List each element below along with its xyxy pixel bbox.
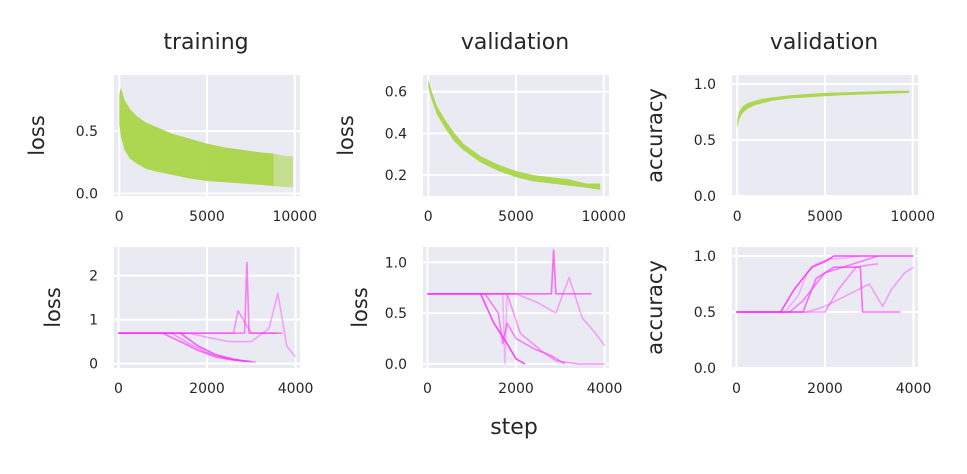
y-axis-label: accuracy xyxy=(643,88,667,183)
series-line-3 xyxy=(736,255,861,313)
x-tick-label: 4000 xyxy=(896,381,932,397)
y-tick-label: 0.4 xyxy=(385,126,407,142)
chart-panel-4: 0 2000 4000 0 1 2 loss xyxy=(41,247,313,397)
y-tick-label: 0.0 xyxy=(76,187,98,203)
y-tick-label: 0.0 xyxy=(694,189,716,205)
series-line-5 xyxy=(736,266,915,313)
y-axis-label: loss xyxy=(348,287,372,328)
y-tick-label: 1.0 xyxy=(694,77,716,93)
chart-panel-3: 0 5000 10000 0.0 0.5 1.0 accuracy xyxy=(643,75,935,225)
chart-panel-5: 0 2000 4000 0.0 0.5 1.0 loss xyxy=(348,247,622,397)
chart-panel-2: 0 5000 10000 0.2 0.4 0.6 loss xyxy=(334,75,626,225)
y-tick-label: 0.6 xyxy=(385,85,407,101)
x-tick-label: 10000 xyxy=(581,209,626,225)
y-tick-label: 0.0 xyxy=(385,357,407,373)
series-band-2 xyxy=(273,153,293,188)
series-line-5 xyxy=(118,292,297,358)
y-tick-label: 0 xyxy=(89,357,98,373)
column-title-validation-loss: validation xyxy=(461,30,569,55)
chart-panel-1: 0 5000 10000 0.0 0.5 loss xyxy=(25,75,317,225)
x-tick-label: 0 xyxy=(733,209,742,225)
x-tick-label: 0 xyxy=(423,381,432,397)
y-tick-label: 0.5 xyxy=(385,306,407,322)
y-tick-label: 0.5 xyxy=(694,305,716,321)
x-tick-label: 0 xyxy=(114,381,123,397)
y-tick-label: 1 xyxy=(89,313,98,329)
x-tick-label: 10000 xyxy=(272,209,317,225)
x-axis-label: step xyxy=(490,415,538,440)
x-tick-label: 4000 xyxy=(587,381,623,397)
y-tick-label: 1.0 xyxy=(385,255,407,271)
column-title-training: training xyxy=(163,30,248,55)
series-line-1 xyxy=(736,255,914,313)
y-axis-label: loss xyxy=(25,115,49,156)
y-axis-label: loss xyxy=(334,115,358,156)
y-axis-label: loss xyxy=(41,287,65,328)
series-line-6 xyxy=(736,263,879,313)
y-tick-label: 0.0 xyxy=(694,361,716,377)
x-tick-label: 2000 xyxy=(189,381,225,397)
x-tick-label: 5000 xyxy=(498,209,534,225)
x-tick-label: 5000 xyxy=(189,209,225,225)
x-tick-label: 10000 xyxy=(890,209,935,225)
x-tick-label: 2000 xyxy=(807,381,843,397)
x-tick-label: 0 xyxy=(115,209,124,225)
x-tick-label: 0 xyxy=(424,209,433,225)
series-line-4 xyxy=(736,266,901,313)
y-tick-label: 2 xyxy=(89,269,98,285)
x-tick-label: 4000 xyxy=(278,381,314,397)
y-tick-label: 0.2 xyxy=(385,168,407,184)
series-line-2 xyxy=(736,255,879,313)
x-tick-label: 5000 xyxy=(807,209,843,225)
series-line-6 xyxy=(118,309,278,335)
series-line-6 xyxy=(427,292,605,365)
series-band-1 xyxy=(119,87,274,186)
x-tick-label: 2000 xyxy=(498,381,534,397)
x-tick-label: 0 xyxy=(732,381,741,397)
y-tick-label: 0.5 xyxy=(694,133,716,149)
chart-panel-6: 0 2000 4000 0.0 0.5 1.0 accuracy xyxy=(643,247,931,397)
y-tick-label: 1.0 xyxy=(694,249,716,265)
column-title-validation-accuracy: validation xyxy=(770,30,878,55)
y-tick-label: 0.5 xyxy=(76,124,98,140)
y-axis-label: accuracy xyxy=(643,260,667,355)
